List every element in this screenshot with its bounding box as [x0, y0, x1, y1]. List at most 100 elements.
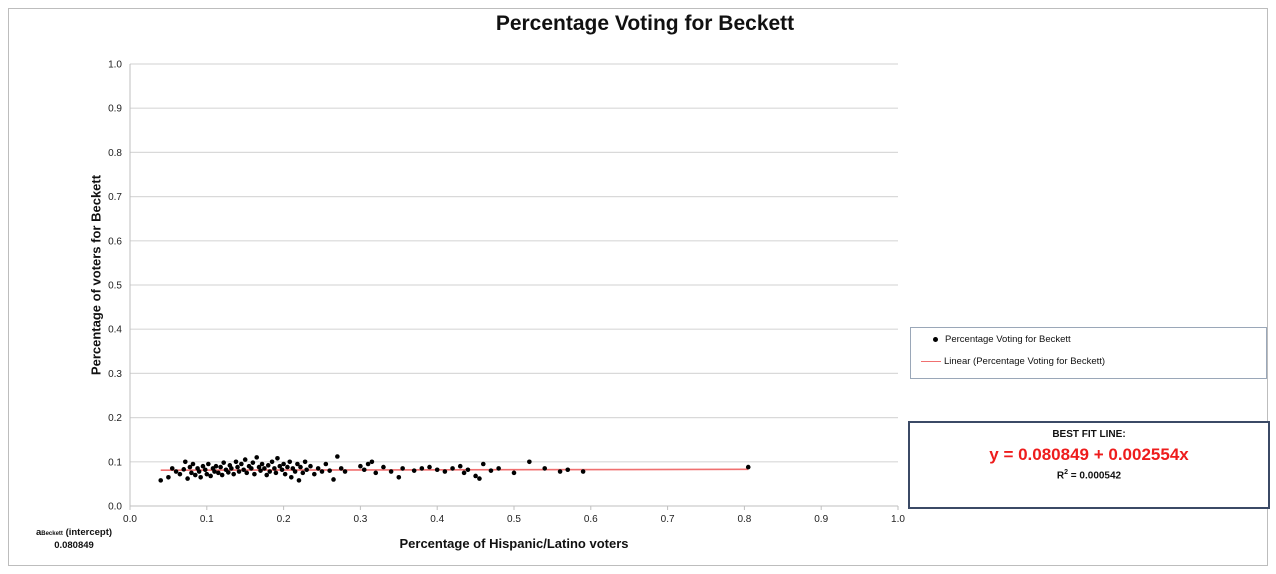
x-tick-label: 0.3 — [353, 514, 367, 525]
data-point — [365, 461, 371, 467]
r2-number: = 0.000542 — [1068, 470, 1122, 482]
data-point — [465, 467, 471, 473]
legend-marker-line — [921, 361, 941, 362]
data-point — [219, 472, 225, 478]
intercept-value: 0.080849 — [54, 540, 94, 551]
data-point — [295, 461, 300, 467]
data-point — [281, 461, 286, 467]
data-point — [213, 463, 219, 469]
data-point — [182, 459, 188, 465]
best-fit-equation: y = 0.080849 + 0.002554x — [989, 445, 1189, 464]
data-point — [185, 476, 190, 481]
data-point — [450, 466, 455, 471]
data-point — [256, 464, 262, 470]
data-point — [288, 474, 294, 480]
data-point — [304, 467, 309, 473]
data-point — [169, 466, 175, 471]
y-tick-label: 1.0 — [108, 60, 122, 71]
legend-marker-dot — [933, 337, 938, 342]
data-point — [258, 468, 263, 473]
data-point — [300, 470, 306, 476]
data-point — [292, 469, 298, 474]
y-tick-label: 0.5 — [108, 281, 122, 292]
data-point — [244, 470, 250, 476]
data-point — [285, 464, 290, 470]
data-point — [236, 469, 242, 474]
data-point — [196, 469, 202, 474]
data-point — [187, 464, 193, 470]
data-point — [488, 468, 494, 473]
data-point — [231, 471, 236, 477]
data-point — [173, 469, 179, 474]
data-point — [252, 471, 257, 477]
intercept-subscript: Beckett — [41, 531, 63, 537]
data-point — [331, 477, 336, 482]
data-point — [312, 471, 317, 477]
data-point — [264, 472, 270, 478]
data-point — [241, 467, 246, 473]
data-point — [335, 454, 340, 459]
data-point — [212, 469, 217, 474]
y-tick-label: 0.6 — [108, 236, 122, 247]
y-tick-label: 0.4 — [108, 325, 122, 336]
y-axis-label: Percentage of voters for Beckett — [88, 174, 104, 376]
x-axis-label: Percentage of Hispanic/Latino voters — [399, 536, 629, 551]
data-point — [277, 463, 283, 469]
data-point — [200, 463, 206, 469]
intercept-label: aBeckett (intercept) — [14, 527, 134, 540]
intercept-text: (intercept) — [62, 527, 113, 538]
intercept-symbol: a — [35, 527, 42, 538]
data-point — [302, 459, 308, 465]
y-tick-label: 0.3 — [108, 369, 122, 380]
data-point — [411, 468, 417, 473]
data-point — [400, 466, 405, 471]
data-point — [239, 461, 244, 467]
x-tick-label: 1.0 — [891, 514, 905, 525]
data-point — [419, 466, 425, 471]
data-point — [480, 461, 486, 467]
data-point — [190, 461, 196, 467]
data-point — [275, 455, 280, 461]
data-point — [358, 463, 363, 469]
best-fit-heading: BEST FIT LINE: — [1052, 429, 1126, 440]
data-point — [177, 471, 183, 477]
data-point — [198, 474, 203, 480]
data-point — [461, 470, 467, 476]
data-point — [250, 460, 256, 465]
data-point — [342, 469, 348, 474]
data-point — [361, 467, 367, 473]
y-tick-label: 0.0 — [108, 502, 122, 513]
data-point — [542, 466, 548, 471]
data-point — [565, 467, 571, 473]
data-point — [338, 466, 344, 471]
data-point — [381, 464, 386, 470]
data-point — [272, 466, 277, 471]
data-point — [259, 461, 265, 467]
data-point — [473, 473, 478, 479]
y-tick-label: 0.9 — [108, 104, 122, 115]
data-point — [511, 470, 517, 476]
data-point — [373, 470, 379, 476]
r2-prefix: R — [1056, 470, 1065, 482]
data-point — [273, 470, 279, 476]
data-point — [580, 469, 586, 474]
data-point — [189, 470, 194, 476]
data-point — [229, 466, 234, 471]
data-point — [181, 467, 187, 472]
data-point — [235, 464, 240, 470]
data-point — [557, 469, 563, 474]
data-point — [216, 470, 221, 476]
data-point — [265, 463, 271, 468]
x-tick-label: 0.0 — [123, 514, 137, 525]
data-point — [226, 470, 231, 475]
data-point — [388, 469, 394, 474]
legend-label-trendline: Linear (Percentage Voting for Beckett) — [944, 356, 1106, 367]
data-point — [254, 455, 260, 460]
data-point — [477, 476, 482, 481]
data-point — [527, 459, 532, 465]
legend-label-points: Percentage Voting for Beckett — [945, 334, 1071, 345]
data-point — [262, 466, 267, 471]
data-point — [315, 466, 321, 471]
data-point — [202, 467, 208, 473]
